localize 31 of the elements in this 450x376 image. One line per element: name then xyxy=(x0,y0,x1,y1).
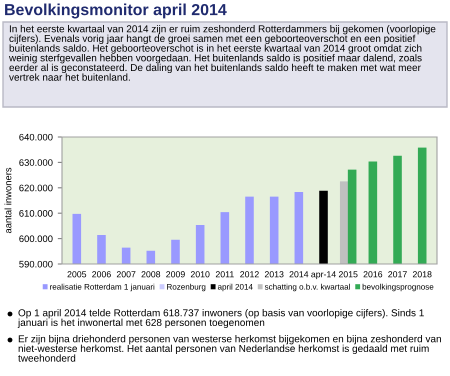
x-tick-label: 2010 xyxy=(190,271,210,278)
x-tick-label: 2014 xyxy=(290,271,308,278)
text: Er zijn bijna driehonderd personen van westerse herkomst bijgekomen en bijna zeshonderd van niet-westerse herkomst. Het aantal personen van Nederlandse herkomst is gedaald met ruim tweehonderd xyxy=(18,335,441,362)
legend-label: Rozenburg xyxy=(167,284,206,292)
x-tick-label: 2009 xyxy=(166,271,185,278)
x-tick-label: 2008 xyxy=(142,271,160,278)
x-tick-label: 2007 xyxy=(116,271,136,278)
x-tick-label: 2005 xyxy=(68,271,86,278)
legend-label: realisatie Rotterdam 1 januari xyxy=(50,284,154,292)
x-tick-label: 2006 xyxy=(92,271,111,278)
x-tick-label: apr-14 xyxy=(311,271,336,280)
x-tick-label: 2017 xyxy=(388,271,407,278)
y-tick-label: 590.000 xyxy=(19,260,53,268)
y-tick-label: 620.000 xyxy=(19,184,53,192)
text: In het eerste kwartaal van 2014 zijn er ruim zeshonderd Rotterdammers bij gekomen (voorlopige cijfers). Evenals vorig jaar hangt de groei samen met een geboorteoverschot en een positief buitenlands saldo. Het geboorteoverschot is in het eerste kwartaal van 2014 groot omdat zich weinig sterfgevallen hebben voorgedaan. Het buitenlands saldo is positief maar dalend, zoals eerder al is geconstateerd. De daling van het buitenlands saldo heeft te maken met wat meer vertrek naar het buitenland. xyxy=(8,25,436,81)
legend-label: schatting o.b.v. kwartaal xyxy=(264,284,350,292)
x-tick-label: 2013 xyxy=(264,271,284,278)
legend-label: april 2014 xyxy=(218,284,253,292)
y-axis-title: aantal inwoners xyxy=(4,168,12,234)
x-tick-label: 2015 xyxy=(338,271,358,278)
x-tick-label: 2016 xyxy=(364,271,382,278)
x-tick-label: 2018 xyxy=(412,271,432,278)
y-tick-label: 640.000 xyxy=(19,134,53,141)
text: Op 1 april 2014 telde Rotterdam 618.737 inwoners (op basis van voorlopige cijfers). Sinds 1 januari is het inwonertal met 628 personen toegenomen xyxy=(18,309,424,328)
y-tick-label: 600.000 xyxy=(19,235,53,242)
chart-title: Bevolkingsmonitor april 2014 xyxy=(5,4,227,18)
y-tick-label: 630.000 xyxy=(19,159,53,166)
legend-label: bevolkingsprognose xyxy=(362,284,434,292)
x-tick-label: 2012 xyxy=(240,271,259,278)
x-tick-label: 2011 xyxy=(216,271,234,278)
y-tick-label: 610.000 xyxy=(19,210,53,217)
